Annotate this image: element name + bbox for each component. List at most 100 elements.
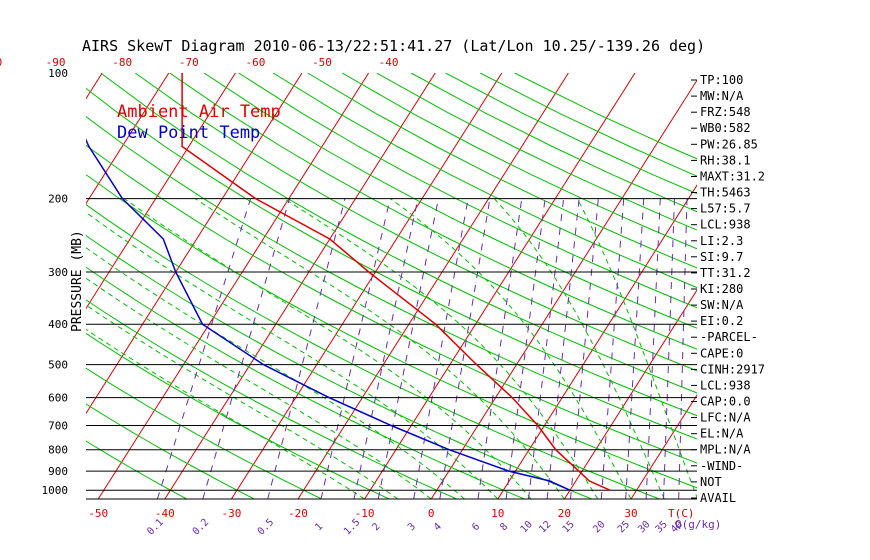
bottom-temp-tick-label: -20 bbox=[288, 507, 308, 520]
index-label: MPL:N/A bbox=[700, 443, 751, 457]
moist-adiabat-line bbox=[86, 211, 499, 499]
index-label: -PARCEL- bbox=[700, 330, 758, 344]
bottom-temp-tick-label: -40 bbox=[155, 507, 175, 520]
mixing-ratio-label: 10 bbox=[519, 519, 535, 535]
mixing-ratio-line bbox=[528, 198, 565, 499]
bottom-temp-tick-label: 30 bbox=[624, 507, 637, 520]
isotherm-line bbox=[86, 73, 303, 415]
index-label: LCL:938 bbox=[700, 218, 751, 232]
legend-air-temp: Ambient Air Temp bbox=[117, 102, 281, 122]
top-temp-tick-label: -70 bbox=[179, 56, 199, 69]
dry-adiabat-line bbox=[86, 234, 592, 499]
pressure-tick-label: 800 bbox=[48, 444, 68, 457]
mixing-ratio-line bbox=[678, 198, 688, 499]
mixing-ratio-label: 0.2 bbox=[191, 517, 212, 538]
index-label: RH:38.1 bbox=[700, 153, 751, 167]
mixing-ratio-unit-label: Q(g/kg) bbox=[675, 518, 721, 531]
isotherm-line bbox=[97, 73, 370, 499]
mixing-ratio-line bbox=[625, 198, 645, 499]
bottom-temp-tick-label: 10 bbox=[491, 507, 504, 520]
mixing-ratio-label: 6 bbox=[470, 521, 482, 533]
index-label: EL:N/A bbox=[700, 427, 744, 441]
dry-adiabat-line bbox=[86, 144, 697, 464]
mixing-ratio-line bbox=[600, 198, 625, 499]
dry-adiabat-line bbox=[86, 332, 390, 499]
index-label: TT:31.2 bbox=[700, 266, 751, 280]
index-label: KI:280 bbox=[700, 282, 743, 296]
mixing-ratio-line bbox=[202, 198, 290, 499]
pressure-tick-label: 100 bbox=[48, 67, 68, 80]
isotherm-line bbox=[630, 394, 697, 499]
bottom-temp-tick-label: -10 bbox=[355, 507, 375, 520]
index-label: AVAIL bbox=[700, 491, 736, 505]
pressure-tick-label: 700 bbox=[48, 420, 68, 433]
bottom-temp-tick-label: -50 bbox=[88, 507, 108, 520]
isotherm-line bbox=[86, 73, 103, 100]
mixing-ratio-label: 30 bbox=[636, 519, 652, 535]
mixing-ratio-line bbox=[505, 198, 546, 499]
index-label: L57:5.7 bbox=[700, 202, 751, 216]
isotherm-line bbox=[497, 184, 697, 499]
pressure-tick-label: 1000 bbox=[42, 484, 69, 497]
legend-dew-point: Dew Point Temp bbox=[117, 123, 260, 143]
dry-adiabat-line bbox=[86, 174, 697, 489]
mixing-ratio-label: 0.1 bbox=[145, 517, 166, 538]
data-layer bbox=[86, 73, 611, 491]
mixing-ratio-label: 8 bbox=[498, 521, 510, 533]
index-label: TP:100 bbox=[700, 73, 743, 87]
isotherm-line bbox=[164, 73, 436, 499]
mixing-ratio-line bbox=[413, 198, 469, 499]
moist-adiabat-line bbox=[86, 328, 365, 499]
dew-point-profile-line bbox=[86, 138, 571, 491]
mixing-ratio-line bbox=[377, 198, 439, 499]
grid-layer bbox=[0, 73, 870, 499]
isotherm-line bbox=[0, 73, 36, 499]
top-temp-tick-label: -90 bbox=[46, 56, 66, 69]
mixing-ratio-line bbox=[477, 198, 523, 499]
y-axis-label: PRESSURE (MB) bbox=[70, 230, 85, 332]
mixing-ratio-line bbox=[156, 198, 252, 499]
bottom-temp-tick-label: -30 bbox=[221, 507, 241, 520]
dry-adiabat-line bbox=[410, 73, 697, 213]
top-temp-tick-label: -80 bbox=[112, 56, 132, 69]
dry-adiabat-line bbox=[134, 73, 697, 372]
mixing-ratio-label: 4 bbox=[432, 521, 444, 533]
mixing-ratio-line bbox=[353, 198, 419, 499]
index-label: NOT bbox=[700, 475, 722, 489]
top-temp-tick-label: -60 bbox=[245, 56, 265, 69]
isotherm-line bbox=[831, 73, 870, 499]
mixing-ratio-label: 3 bbox=[406, 521, 418, 533]
dry-adiabat-line bbox=[341, 73, 697, 250]
dry-adiabat-line bbox=[86, 87, 697, 417]
dry-adiabat-line bbox=[100, 73, 697, 394]
index-label: LI:2.3 bbox=[700, 234, 743, 248]
index-label: LCL:938 bbox=[700, 378, 751, 392]
dry-adiabat-line bbox=[169, 73, 697, 350]
dry-adiabat-line bbox=[86, 440, 187, 499]
index-label: MW:N/A bbox=[700, 89, 744, 103]
mixing-ratio-label: 0.5 bbox=[256, 517, 277, 538]
mixing-ratio-label: 12 bbox=[537, 519, 553, 535]
isotherm-line bbox=[86, 73, 236, 310]
indices-panel: TP:100 MW:N/A FRZ:548 WB0:582 PW:26.85 RH:38.… bbox=[691, 73, 765, 505]
moist-adiabat-line bbox=[194, 198, 565, 499]
isotherm-line bbox=[430, 79, 697, 499]
pressure-tick-label: 600 bbox=[48, 392, 68, 405]
temp-unit-label: T(C) bbox=[668, 507, 695, 520]
index-label: -WIND- bbox=[700, 459, 743, 473]
dry-adiabat-line bbox=[86, 367, 322, 499]
top-temp-tick-label: -40 bbox=[379, 56, 399, 69]
pressure-tick-label: 300 bbox=[48, 266, 68, 279]
mixing-ratio-label: 1.5 bbox=[342, 517, 363, 538]
dry-adiabat-line bbox=[376, 73, 697, 231]
index-label: PW:26.85 bbox=[700, 137, 758, 151]
pressure-tick-label: 400 bbox=[48, 318, 68, 331]
dry-adiabat-line bbox=[203, 73, 697, 329]
isotherm-line bbox=[230, 73, 503, 499]
isotherm-line bbox=[297, 73, 569, 499]
isotherm-line bbox=[764, 73, 870, 499]
moist-adiabat-line bbox=[86, 304, 399, 499]
mixing-ratio-label: 2 bbox=[370, 521, 382, 533]
index-label: WB0:582 bbox=[700, 121, 751, 135]
